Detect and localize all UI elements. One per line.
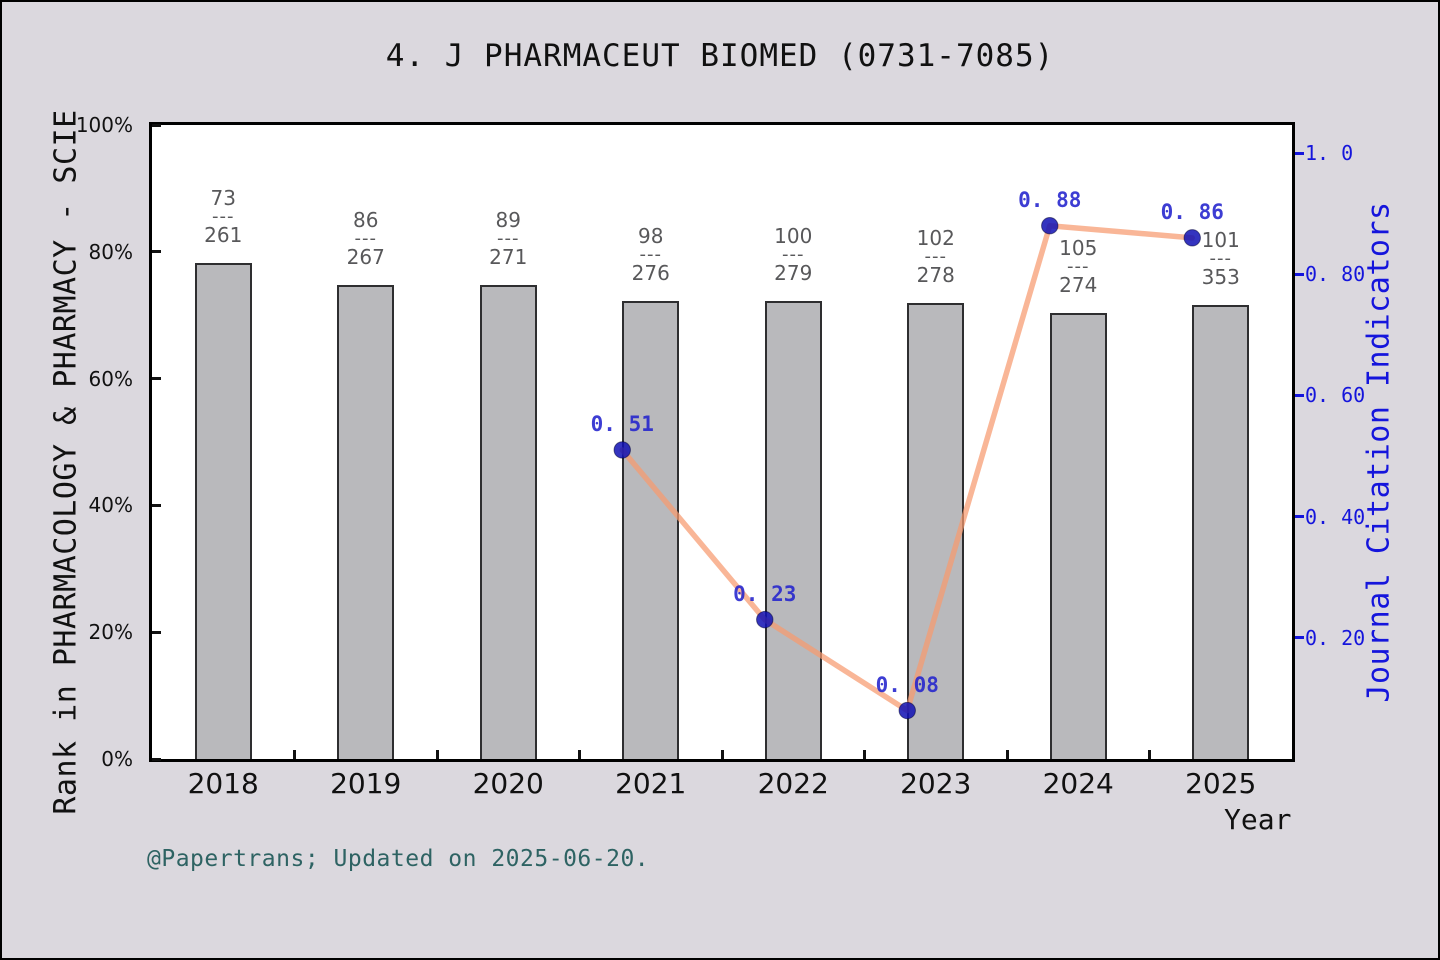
rank-numerator: 102 xyxy=(916,225,955,250)
fraction-bar: --- xyxy=(1209,248,1232,270)
year-label-2021: 2021 xyxy=(615,767,687,800)
year-label-2024: 2024 xyxy=(1042,767,1114,800)
rank-fraction-label-2020: 89 --- 271 xyxy=(489,208,527,269)
jci-value-label-2025: 0. 86 xyxy=(1160,199,1224,224)
left-axis-tick xyxy=(152,377,161,381)
rank-fraction-label-2023: 102 --- 278 xyxy=(917,226,955,287)
bar-2025 xyxy=(1192,305,1250,759)
rank-denominator: 276 xyxy=(631,260,670,285)
rank-fraction-label-2022: 100 --- 279 xyxy=(774,224,812,285)
year-label-2020: 2020 xyxy=(472,767,544,800)
jci-value-label-2021: 0. 51 xyxy=(590,411,654,436)
x-axis-minor-tick xyxy=(863,750,866,759)
footer-credit: @Papertrans; Updated on 2025-06-20. xyxy=(147,846,650,872)
rank-denominator: 278 xyxy=(916,262,955,287)
bar-2021 xyxy=(622,300,680,759)
jci-value-label-2022: 0. 23 xyxy=(733,581,797,606)
rank-numerator: 89 xyxy=(495,208,521,233)
rank-numerator: 73 xyxy=(210,185,236,210)
right-axis-tick-label: 0. 20 xyxy=(1305,625,1366,650)
rank-denominator: 274 xyxy=(1059,273,1098,298)
year-label-2025: 2025 xyxy=(1185,767,1257,800)
left-axis-tick-label: 100% xyxy=(75,113,133,137)
jci-point-2024 xyxy=(1041,217,1059,235)
right-axis-tick-label: 0. 60 xyxy=(1305,383,1366,408)
bar-2018 xyxy=(194,262,252,759)
x-axis-title: Year xyxy=(1224,803,1292,836)
rank-denominator: 271 xyxy=(489,245,528,270)
right-axis-tick-label: 1. 0 xyxy=(1305,141,1354,165)
fraction-bar: --- xyxy=(497,228,520,250)
right-axis-tick xyxy=(1295,636,1304,640)
rank-denominator: 279 xyxy=(774,260,813,285)
jci-point-2022 xyxy=(756,610,774,629)
right-axis-tick xyxy=(1295,393,1304,397)
fraction-bar: --- xyxy=(212,205,235,227)
year-label-2019: 2019 xyxy=(330,767,402,800)
plot-area: 73 --- 261 86 --- 267 89 --- 271 98 --- 276 100 --- 27… xyxy=(149,122,1295,762)
left-axis-tick-label: 60% xyxy=(88,366,133,391)
rank-numerator: 101 xyxy=(1201,228,1240,253)
left-axis-title: Rank in PHARMACOLOGY & PHARMACY - SCIE xyxy=(48,109,84,815)
x-axis-minor-tick xyxy=(1148,750,1151,759)
year-label-2023: 2023 xyxy=(900,767,972,800)
rank-numerator: 105 xyxy=(1059,236,1098,261)
right-axis-title: Journal Citation Indicators xyxy=(1361,201,1397,703)
rank-numerator: 100 xyxy=(774,223,813,248)
rank-fraction-label-2021: 98 --- 276 xyxy=(632,224,670,285)
plot-inner: 73 --- 261 86 --- 267 89 --- 271 98 --- 276 100 --- 27… xyxy=(152,123,1292,761)
rank-numerator: 86 xyxy=(353,208,379,233)
fraction-bar: --- xyxy=(782,243,805,265)
x-axis-minor-tick xyxy=(293,750,296,759)
rank-numerator: 98 xyxy=(638,223,664,248)
chart-title: 4. J PHARMACEUT BIOMED (0731-7085) xyxy=(385,38,1055,74)
fraction-bar: --- xyxy=(354,228,377,250)
rank-fraction-label-2024: 105 --- 274 xyxy=(1059,236,1097,297)
left-axis-tick-label: 0% xyxy=(101,747,133,771)
right-axis-tick xyxy=(1295,515,1304,519)
rank-fraction-label-2019: 86 --- 267 xyxy=(347,208,385,269)
year-label-2022: 2022 xyxy=(757,767,829,800)
rank-fraction-label-2025: 101 --- 353 xyxy=(1202,228,1240,289)
left-axis-tick xyxy=(152,757,161,761)
jci-value-label-2024: 0. 88 xyxy=(1018,187,1082,212)
rank-denominator: 261 xyxy=(204,222,243,247)
bar-2024 xyxy=(1049,313,1107,759)
left-axis-tick-label: 40% xyxy=(88,493,133,518)
x-axis-minor-tick xyxy=(578,750,581,759)
year-label-2018: 2018 xyxy=(187,767,259,800)
fraction-bar: --- xyxy=(1067,256,1090,278)
right-axis-tick-label: 0. 40 xyxy=(1305,504,1366,529)
rank-denominator: 267 xyxy=(346,245,385,270)
right-axis-tick xyxy=(1295,151,1304,155)
jci-point-2023 xyxy=(898,701,916,720)
x-axis-minor-tick xyxy=(435,750,439,759)
left-axis-tick xyxy=(152,630,161,634)
fraction-bar: --- xyxy=(924,245,947,267)
jci-point-2025 xyxy=(1183,229,1201,247)
jci-point-2021 xyxy=(613,441,631,459)
jci-line-layer xyxy=(613,217,1201,720)
right-axis-tick xyxy=(1295,272,1304,276)
left-axis-tick-label: 20% xyxy=(88,620,133,645)
fraction-bar: --- xyxy=(639,243,662,265)
jci-value-label-2023: 0. 08 xyxy=(875,672,939,697)
left-axis-tick-label: 80% xyxy=(88,239,133,264)
right-axis-tick-label: 0. 80 xyxy=(1305,262,1366,287)
left-axis-tick xyxy=(152,250,161,254)
left-axis-tick xyxy=(152,503,161,507)
jci-line xyxy=(619,222,1195,714)
rank-denominator: 353 xyxy=(1201,265,1240,290)
bar-2019 xyxy=(337,285,395,759)
bar-2022 xyxy=(764,300,822,759)
x-axis-minor-tick xyxy=(720,750,724,759)
rank-fraction-label-2018: 73 --- 261 xyxy=(204,186,242,247)
left-axis-tick xyxy=(152,123,161,127)
bar-2020 xyxy=(479,285,537,759)
x-axis-minor-tick xyxy=(1005,750,1009,759)
